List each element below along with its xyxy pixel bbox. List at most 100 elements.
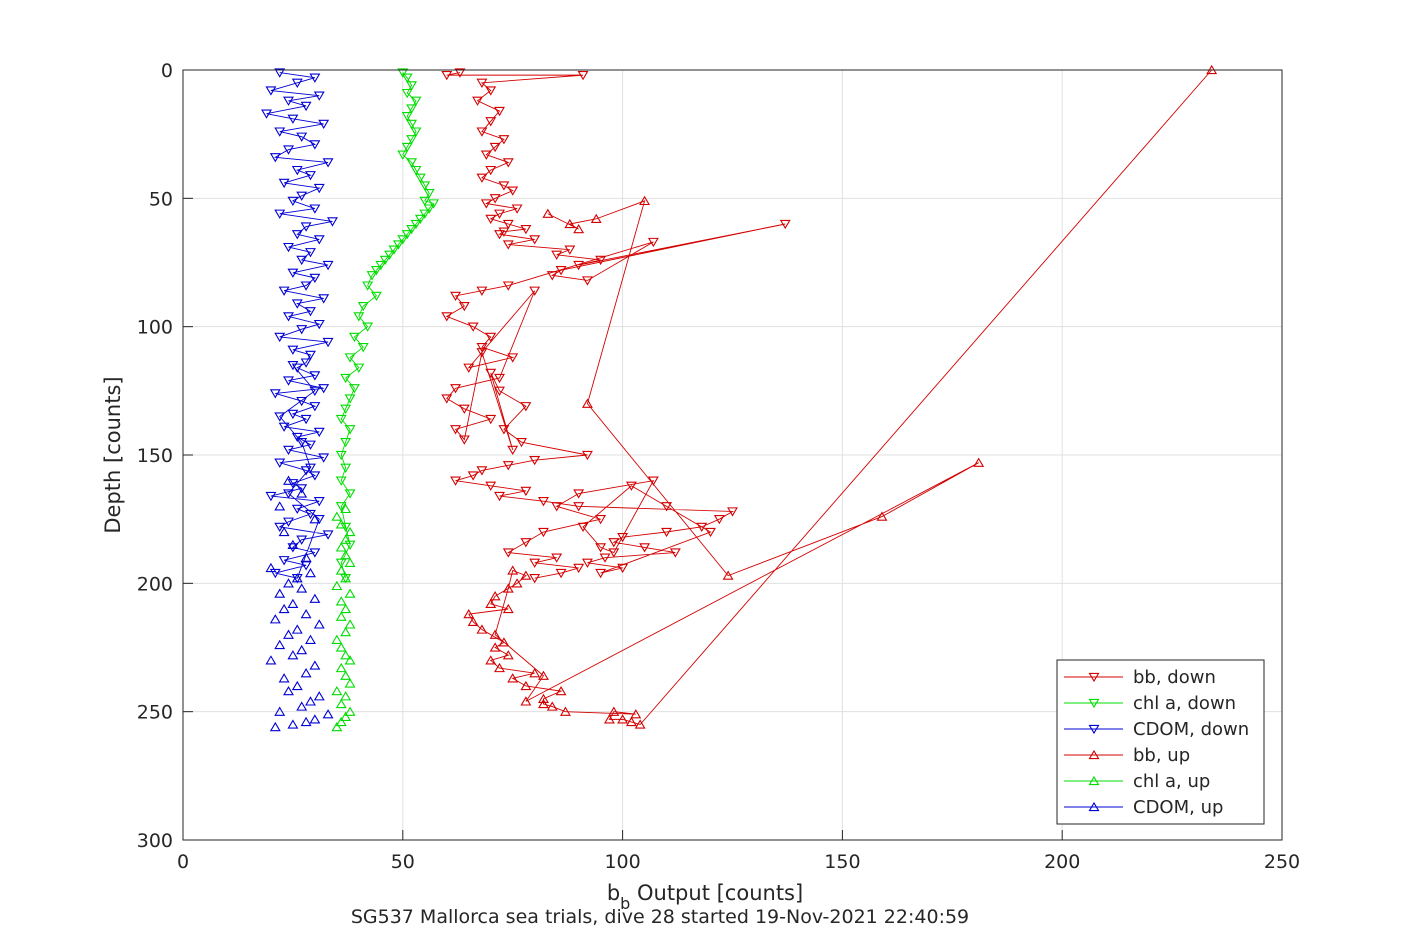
data-point [494, 386, 505, 396]
data-point [296, 438, 308, 448]
data-point [269, 614, 281, 624]
data-point [340, 503, 352, 514]
data-point [502, 650, 514, 660]
data-point [278, 603, 290, 614]
data-point [335, 502, 347, 512]
x-tick-label: 200 [1044, 851, 1080, 873]
x-tick-label: 50 [391, 851, 415, 873]
y-tick-label: 200 [137, 573, 173, 595]
data-point [454, 68, 466, 78]
data-point [590, 213, 602, 224]
x-tick-label: 0 [177, 851, 189, 873]
legend-marker [1088, 801, 1100, 812]
data-point [331, 634, 343, 644]
data-point [485, 655, 497, 665]
data-point [309, 593, 321, 603]
data-point [340, 670, 352, 680]
data-point [458, 435, 470, 445]
data-point [406, 158, 418, 168]
data-point [274, 706, 286, 716]
data-point [344, 489, 356, 499]
data-point [502, 158, 514, 168]
data-point [625, 716, 637, 727]
data-point [485, 414, 497, 425]
data-point [335, 596, 347, 606]
data-point [476, 343, 488, 353]
data-point [485, 214, 497, 225]
data-point [287, 345, 299, 355]
data-point [388, 245, 400, 255]
data-point [529, 286, 541, 296]
data-point [779, 219, 791, 230]
data-point [335, 476, 347, 486]
data-point [463, 608, 475, 619]
data-point [450, 476, 462, 486]
data-point [502, 583, 514, 593]
data-point [599, 553, 611, 563]
data-point [608, 538, 620, 548]
data-point [507, 565, 519, 575]
data-point [520, 680, 532, 691]
data-point [278, 556, 290, 566]
data-point [300, 358, 312, 368]
data-point [296, 484, 308, 494]
data-point [287, 479, 299, 489]
data-point [344, 588, 356, 598]
data-point [573, 260, 585, 271]
data-point [467, 471, 479, 481]
data-point [573, 502, 585, 512]
data-point [485, 165, 497, 176]
data-point [335, 611, 347, 621]
data-point [274, 68, 286, 78]
data-point [463, 363, 475, 373]
data-point [305, 634, 316, 644]
data-point [340, 373, 352, 384]
data-point [661, 502, 673, 512]
data-point [573, 563, 585, 574]
data-point [335, 450, 347, 461]
data-point [344, 678, 356, 688]
data-point [410, 219, 422, 230]
data-point [581, 398, 593, 408]
data-point [516, 438, 527, 448]
data-point [340, 711, 352, 721]
data-point [300, 552, 312, 562]
data-point [375, 260, 387, 271]
data-point [498, 181, 510, 191]
series-0 [441, 68, 791, 584]
data-point [423, 204, 435, 214]
data-point [370, 266, 382, 276]
grid [182, 69, 1283, 841]
data-point [507, 673, 519, 683]
data-point [542, 208, 554, 218]
data-point [274, 127, 286, 137]
data-point [274, 412, 286, 422]
data-point [335, 519, 347, 529]
data-point [269, 568, 281, 579]
data-point [353, 312, 365, 322]
legend-entry: chl a, up [1064, 771, 1210, 792]
x-axis-label-main: b [607, 881, 620, 905]
data-point [344, 425, 356, 435]
data-point [340, 549, 352, 560]
data-point [529, 668, 541, 678]
data-point [485, 117, 497, 127]
data-point [313, 91, 325, 101]
data-point [300, 414, 312, 425]
data-point [529, 455, 541, 466]
data-point [406, 81, 418, 91]
legend-entry: CDOM, down [1064, 719, 1249, 740]
data-point [300, 716, 312, 727]
data-point [283, 242, 294, 253]
data-point [441, 312, 453, 322]
series-1 [335, 68, 440, 584]
data-point [291, 624, 303, 634]
data-point [305, 171, 316, 181]
data-point [489, 142, 501, 153]
legend-marker [1088, 749, 1100, 760]
data-point [287, 539, 299, 549]
y-axis-ticks: 0 50 100 150 200 250 300 [137, 60, 193, 852]
data-point [362, 322, 374, 332]
data-point [414, 173, 426, 183]
